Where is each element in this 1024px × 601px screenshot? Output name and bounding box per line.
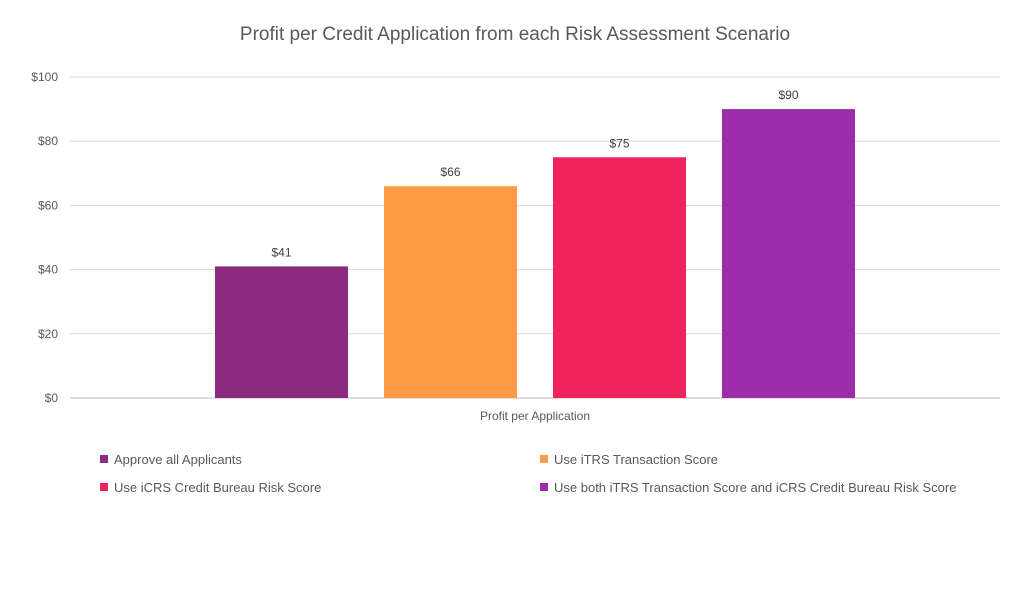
bar	[553, 157, 686, 398]
bar	[384, 186, 517, 398]
legend-item: Use iTRS Transaction Score	[540, 451, 980, 467]
y-tick-label: $60	[38, 198, 58, 212]
y-tick-label: $80	[38, 134, 58, 148]
legend-swatch	[540, 483, 548, 491]
legend: Approve all Applicants Use iTRS Transacti…	[100, 451, 1000, 495]
gridlines	[70, 76, 1000, 399]
bars	[215, 109, 855, 398]
chart-title: Profit per Credit Application from each …	[240, 24, 790, 45]
data-label: $66	[440, 165, 460, 179]
data-label: $90	[778, 88, 798, 102]
data-label: $75	[609, 136, 629, 150]
y-tick-label: $0	[45, 391, 59, 405]
x-category-label: Profit per Application	[480, 409, 590, 423]
legend-label: Use iCRS Credit Bureau Risk Score	[114, 479, 322, 495]
legend-label: Use iTRS Transaction Score	[554, 451, 719, 467]
legend-item: Approve all Applicants	[100, 451, 540, 467]
legend-label: Use both iTRS Transaction Score and iCRS…	[554, 479, 957, 495]
y-axis-ticks: $0 $20 $40 $60 $80 $100	[31, 70, 58, 405]
bar	[215, 266, 348, 398]
legend-item: Use both iTRS Transaction Score and iCRS…	[540, 479, 980, 495]
bar	[722, 109, 855, 398]
legend-swatch	[100, 483, 108, 491]
y-tick-label: $40	[38, 263, 58, 277]
legend-label: Approve all Applicants	[114, 451, 242, 467]
data-label: $41	[271, 245, 291, 259]
data-labels: $41 $66 $75 $90	[271, 88, 798, 259]
legend-swatch	[540, 455, 548, 463]
legend-item: Use iCRS Credit Bureau Risk Score	[100, 479, 540, 495]
legend-swatch	[100, 455, 108, 463]
y-tick-label: $100	[31, 70, 58, 84]
y-tick-label: $20	[38, 327, 58, 341]
